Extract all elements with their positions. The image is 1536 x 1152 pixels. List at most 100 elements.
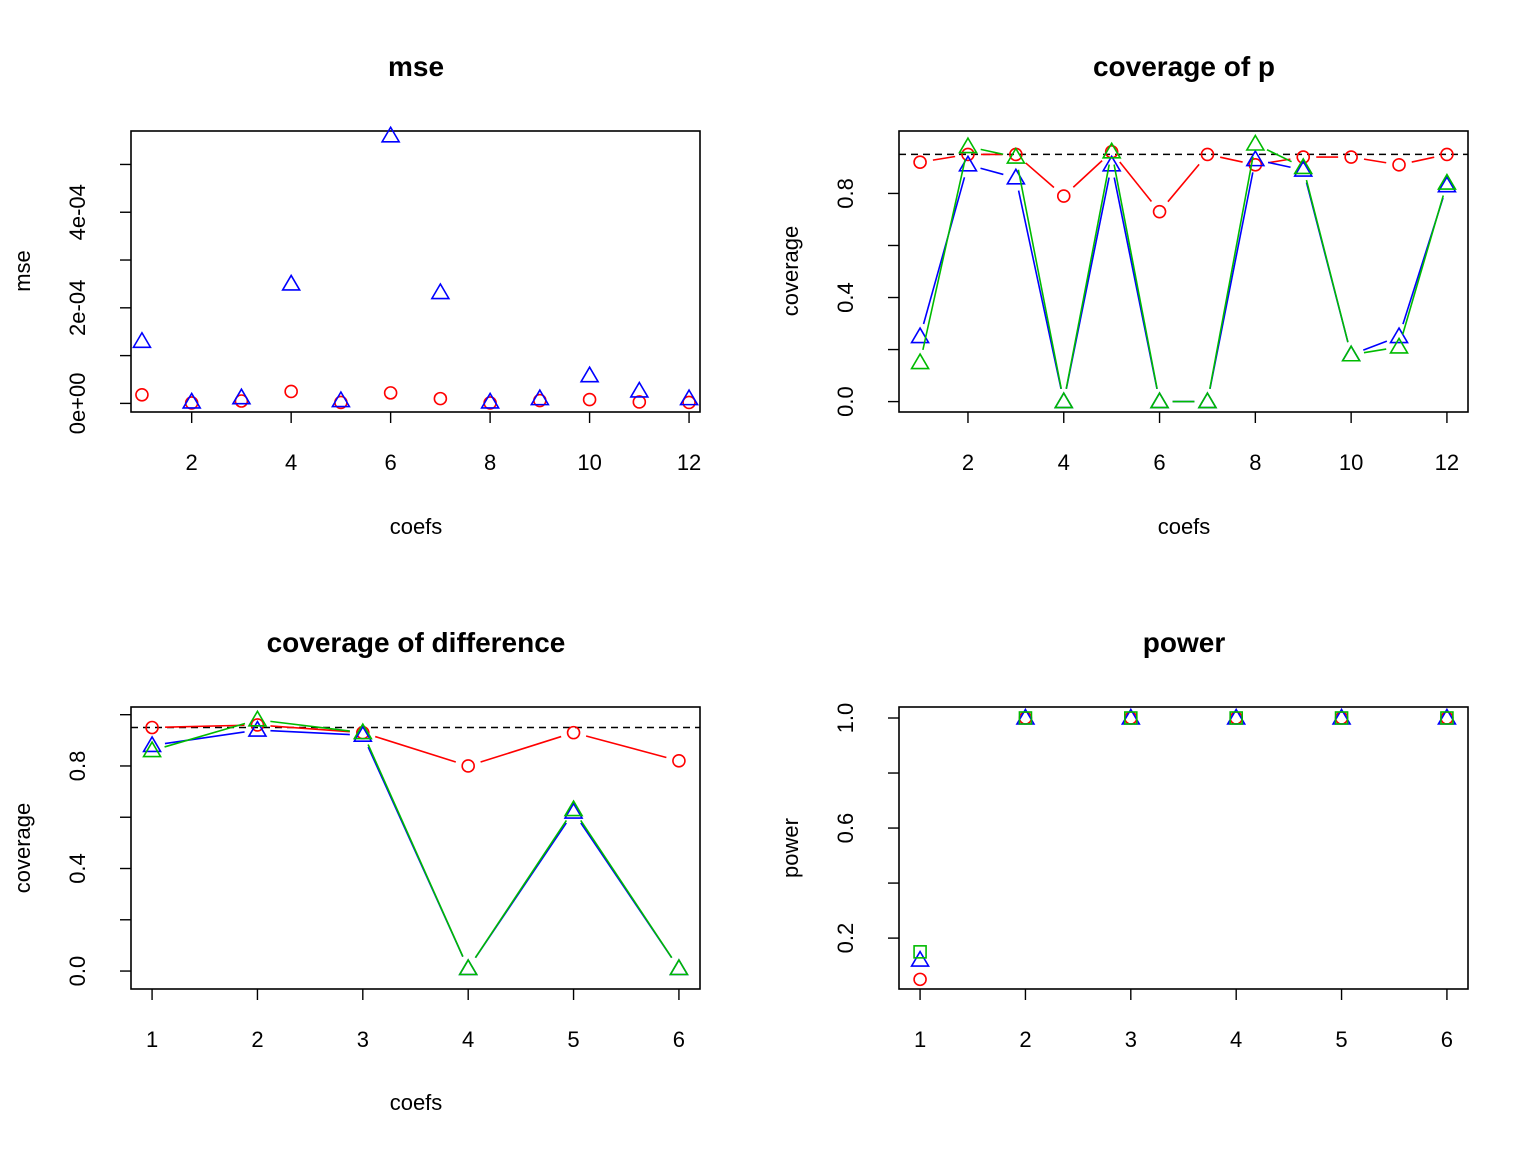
data-point <box>1341 344 1362 362</box>
data-point <box>1437 175 1457 193</box>
data-point <box>250 718 265 732</box>
data-point <box>958 154 978 172</box>
x-tick-label: 3 <box>1125 1027 1137 1052</box>
data-point <box>566 725 581 740</box>
series-line-segment <box>932 155 956 161</box>
x-axis-label: coefs <box>1158 514 1211 539</box>
data-point <box>181 391 202 409</box>
data-point <box>563 802 584 819</box>
data-point <box>669 958 689 976</box>
data-point <box>1389 326 1409 344</box>
y-tick-label: 0e+00 <box>65 372 90 434</box>
data-point <box>1440 147 1454 162</box>
data-point <box>284 384 298 399</box>
x-tick-label: 6 <box>1153 450 1165 475</box>
data-point <box>961 147 975 162</box>
series-line-segment <box>1266 149 1292 163</box>
data-point <box>1245 133 1266 151</box>
data-point <box>480 391 501 409</box>
series-line-segment <box>580 819 673 959</box>
y-tick-label: 2e-04 <box>65 280 90 336</box>
x-tick-label: 2 <box>1019 1027 1031 1052</box>
y-tick-label: 0.4 <box>833 282 858 313</box>
x-tick-label: 2 <box>251 1027 263 1052</box>
data-point <box>1200 147 1215 162</box>
panel-title: coverage of p <box>1093 51 1275 82</box>
data-point <box>142 735 162 753</box>
data-point <box>1293 159 1314 177</box>
data-point <box>1149 391 1170 409</box>
panel-title: mse <box>388 51 444 82</box>
series-line-segment <box>1025 162 1055 189</box>
x-tick-label: 6 <box>1441 1027 1453 1052</box>
data-point <box>913 155 927 170</box>
x-tick-label: 10 <box>577 450 601 475</box>
plot-frame <box>898 706 1469 990</box>
data-point <box>1101 154 1122 172</box>
y-tick-label: 4e-04 <box>65 184 90 240</box>
data-point <box>672 754 686 768</box>
series-line-segment <box>270 729 350 736</box>
x-tick-label: 12 <box>677 450 701 475</box>
data-point <box>913 972 927 987</box>
data-point <box>247 709 268 727</box>
plot-frame <box>898 130 1469 413</box>
series-line-segment <box>1119 161 1153 203</box>
y-tick-label: 1.0 <box>833 703 858 734</box>
data-point <box>563 799 584 817</box>
series-line-segment <box>480 735 562 763</box>
data-point <box>529 388 550 406</box>
data-point <box>1229 711 1243 725</box>
data-point <box>461 759 475 773</box>
series-line-segment <box>1305 179 1349 343</box>
data-point <box>579 365 600 383</box>
data-point <box>330 390 351 408</box>
data-point <box>1124 711 1138 725</box>
data-point <box>458 958 479 976</box>
x-tick-label: 4 <box>462 1027 474 1052</box>
data-point <box>383 386 398 400</box>
series-line-segment <box>164 722 246 748</box>
plot-frame <box>130 706 701 990</box>
data-point <box>1056 189 1071 203</box>
data-point <box>910 950 930 967</box>
y-axis-label: coverage <box>10 803 35 894</box>
series-line-segment <box>1017 169 1063 389</box>
y-axis-label: power <box>778 818 803 878</box>
x-tick-label: 4 <box>1058 450 1070 475</box>
data-point <box>380 125 401 143</box>
data-point <box>483 396 497 410</box>
y-tick-label: 0.0 <box>833 386 858 417</box>
data-point <box>1440 711 1454 725</box>
x-tick-label: 4 <box>285 450 297 475</box>
data-point <box>145 720 159 735</box>
series-line-segment <box>1017 190 1062 390</box>
series-line-segment <box>1167 163 1200 203</box>
x-tick-label: 5 <box>567 1027 579 1052</box>
y-tick-label: 0.8 <box>833 178 858 209</box>
data-point <box>1005 146 1026 164</box>
series-line-segment <box>1209 156 1254 389</box>
x-tick-label: 2 <box>962 450 974 475</box>
series-line-segment <box>367 744 464 957</box>
data-point <box>352 722 373 740</box>
series-line-segment <box>1113 164 1158 389</box>
data-point <box>1197 391 1218 409</box>
series-line-segment <box>922 177 966 325</box>
series-line-segment <box>1065 164 1110 389</box>
data-point <box>958 136 978 154</box>
data-point <box>231 387 252 405</box>
data-point <box>234 394 249 408</box>
data-point <box>669 958 689 976</box>
data-point <box>1018 711 1033 725</box>
y-axis-label: mse <box>10 250 35 292</box>
data-point <box>682 395 696 410</box>
panel-coverage-of-p: coverage of p coefs coverage 2 4 6 8 10 12 0.0… <box>778 51 1469 539</box>
series-line-segment <box>1267 161 1291 169</box>
data-point <box>184 396 199 410</box>
data-point <box>1197 391 1218 409</box>
y-tick-label: 0.8 <box>65 751 90 782</box>
data-point <box>352 725 373 742</box>
series-line-segment <box>164 731 245 745</box>
